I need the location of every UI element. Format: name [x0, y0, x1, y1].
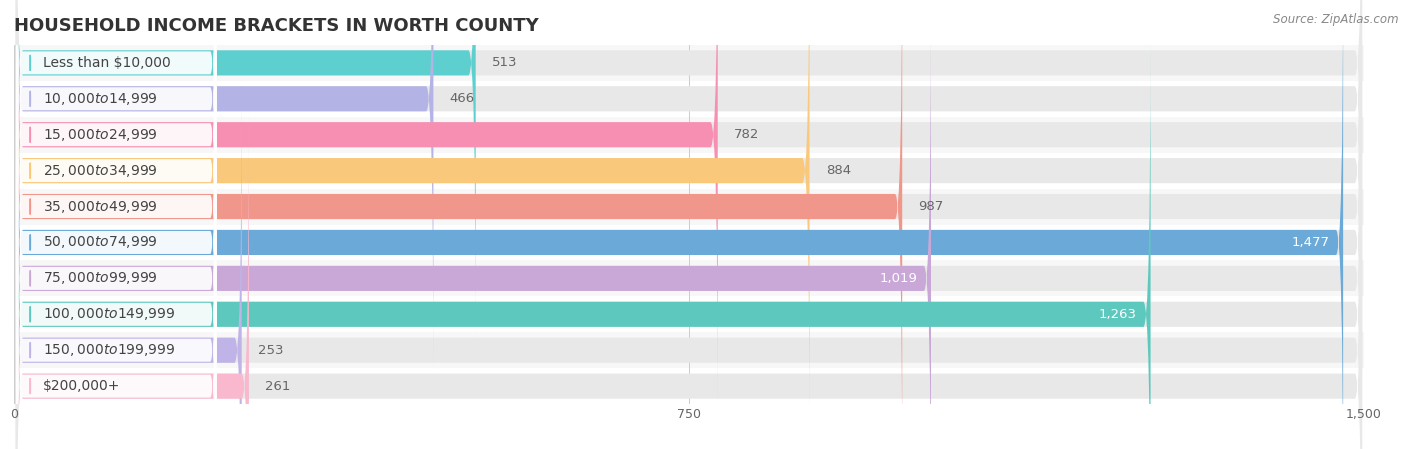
FancyBboxPatch shape: [15, 0, 717, 409]
FancyBboxPatch shape: [15, 40, 1362, 449]
FancyBboxPatch shape: [15, 39, 217, 449]
Text: Source: ZipAtlas.com: Source: ZipAtlas.com: [1274, 13, 1399, 26]
FancyBboxPatch shape: [15, 111, 249, 449]
Text: $50,000 to $74,999: $50,000 to $74,999: [42, 234, 157, 251]
FancyBboxPatch shape: [15, 75, 1362, 449]
Text: $10,000 to $14,999: $10,000 to $14,999: [42, 91, 157, 107]
Text: HOUSEHOLD INCOME BRACKETS IN WORTH COUNTY: HOUSEHOLD INCOME BRACKETS IN WORTH COUNT…: [14, 17, 538, 35]
FancyBboxPatch shape: [15, 0, 217, 303]
FancyBboxPatch shape: [15, 0, 217, 446]
Text: 987: 987: [918, 200, 943, 213]
Text: 1,019: 1,019: [880, 272, 918, 285]
Text: 466: 466: [450, 92, 475, 105]
Text: $200,000+: $200,000+: [42, 379, 121, 393]
FancyBboxPatch shape: [15, 0, 1362, 409]
FancyBboxPatch shape: [15, 0, 433, 374]
Bar: [14, 81, 1364, 117]
FancyBboxPatch shape: [15, 3, 217, 449]
FancyBboxPatch shape: [15, 0, 475, 338]
Text: 1,263: 1,263: [1099, 308, 1137, 321]
FancyBboxPatch shape: [15, 4, 931, 449]
Text: 782: 782: [734, 128, 759, 141]
FancyBboxPatch shape: [15, 0, 1343, 449]
FancyBboxPatch shape: [15, 146, 217, 449]
FancyBboxPatch shape: [15, 0, 1362, 449]
Text: 513: 513: [492, 57, 517, 69]
FancyBboxPatch shape: [15, 0, 1362, 445]
FancyBboxPatch shape: [15, 0, 217, 374]
FancyBboxPatch shape: [15, 0, 217, 339]
Bar: [14, 45, 1364, 81]
Text: 261: 261: [266, 380, 291, 392]
Text: $15,000 to $24,999: $15,000 to $24,999: [42, 127, 157, 143]
FancyBboxPatch shape: [15, 0, 1362, 338]
FancyBboxPatch shape: [15, 0, 810, 445]
FancyBboxPatch shape: [15, 111, 1362, 449]
FancyBboxPatch shape: [15, 0, 1362, 374]
Bar: [14, 368, 1364, 404]
Text: $25,000 to $34,999: $25,000 to $34,999: [42, 163, 157, 179]
Text: Less than $10,000: Less than $10,000: [42, 56, 170, 70]
Text: 884: 884: [825, 164, 851, 177]
Text: 253: 253: [257, 344, 284, 357]
Text: $100,000 to $149,999: $100,000 to $149,999: [42, 306, 176, 322]
Text: $75,000 to $99,999: $75,000 to $99,999: [42, 270, 157, 286]
Bar: [14, 260, 1364, 296]
FancyBboxPatch shape: [15, 0, 1362, 449]
Text: 1,477: 1,477: [1292, 236, 1330, 249]
FancyBboxPatch shape: [15, 75, 242, 449]
FancyBboxPatch shape: [15, 0, 217, 410]
Bar: [14, 296, 1364, 332]
Text: $150,000 to $199,999: $150,000 to $199,999: [42, 342, 176, 358]
FancyBboxPatch shape: [15, 0, 903, 449]
FancyBboxPatch shape: [15, 110, 217, 449]
Text: $35,000 to $49,999: $35,000 to $49,999: [42, 198, 157, 215]
Bar: [14, 332, 1364, 368]
FancyBboxPatch shape: [15, 40, 1150, 449]
Bar: [14, 117, 1364, 153]
Bar: [14, 189, 1364, 224]
FancyBboxPatch shape: [15, 75, 217, 449]
Bar: [14, 153, 1364, 189]
Bar: [14, 224, 1364, 260]
FancyBboxPatch shape: [15, 4, 1362, 449]
